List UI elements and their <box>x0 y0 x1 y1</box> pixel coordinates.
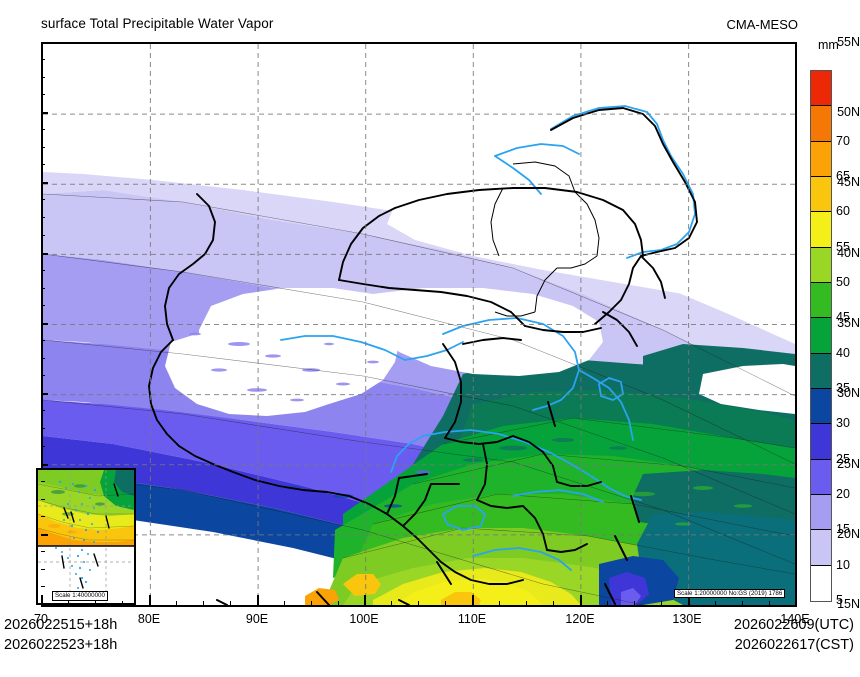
colorbar-band-25-30 <box>811 388 831 425</box>
colorbar-band-65-70 <box>811 106 831 142</box>
x-tick-110E: 110E <box>457 612 487 626</box>
x-tick-100E: 100E <box>349 612 379 626</box>
inset-scale-stamp: Scale 1:40000000 <box>52 590 108 601</box>
colorbar-label-15: 15 <box>836 522 850 537</box>
colorbar-band-60-65 <box>811 141 831 177</box>
valid-time-cst: 2026022617(CST) <box>734 637 854 653</box>
colorbar-label-30: 30 <box>836 416 850 431</box>
y-tick-45N: 45N <box>837 175 860 189</box>
colorbar-band-15-20 <box>811 459 831 495</box>
valid-time-utc: 2026022609(UTC) <box>733 617 854 633</box>
page-title: surface Total Precipitable Water Vapor <box>41 16 274 31</box>
inset-contour-map <box>38 470 134 603</box>
x-tick-90E: 90E <box>245 612 269 626</box>
colorbar-unit-label: mm <box>818 38 839 52</box>
y-tick-50N: 50N <box>837 105 860 119</box>
colorbar-label-10: 10 <box>836 557 850 572</box>
colorbar-label-70: 70 <box>836 133 850 148</box>
colorbar-label-25: 25 <box>836 451 850 466</box>
colorbar-label-35: 35 <box>836 381 850 395</box>
x-tick-80E: 80E <box>137 612 161 626</box>
colorbar-band-30-35 <box>811 353 831 389</box>
colorbar-band-20-25 <box>811 424 831 460</box>
y-tick-25N: 25N <box>837 457 860 471</box>
y-tick-40N: 40N <box>837 246 860 260</box>
colorbar-band-45-50 <box>811 247 831 283</box>
y-tick-30N: 30N <box>837 386 860 400</box>
y-tick-20N: 20N <box>837 527 860 541</box>
inset-map-south-china-sea[interactable]: Scale 1:40000000 <box>36 468 136 605</box>
x-tick-70: 70 <box>34 612 48 626</box>
init-time-line-2: 2026022523+18h <box>4 637 118 653</box>
x-tick-120E: 120E <box>565 612 595 626</box>
colorbar-label-55: 55 <box>836 239 850 254</box>
x-tick-130E: 130E <box>672 612 702 626</box>
colorbar-band-40-45 <box>811 282 831 319</box>
colorbar-band-5-10 <box>811 530 831 566</box>
colorbar-label-65: 65 <box>836 169 850 183</box>
model-label: CMA-MESO <box>726 17 799 32</box>
colorbar-label-20: 20 <box>836 487 850 501</box>
colorbar-band-35-40 <box>811 318 831 354</box>
colorbar-label-45: 45 <box>836 310 850 325</box>
colorbar-label-50: 50 <box>836 275 850 289</box>
colorbar-band-70-75 <box>811 71 831 107</box>
y-tick-55N: 55N <box>837 35 860 49</box>
y-tick-35N: 35N <box>837 316 860 330</box>
colorbar-band-55-60 <box>811 176 831 213</box>
colorbar-label-5: 5 <box>836 593 843 607</box>
map-scale-stamp: Scale 1:20000000 No:GS (2019) 1786 <box>674 589 786 598</box>
colorbar-label-60: 60 <box>836 204 850 219</box>
y-tick-15N: 15N <box>837 597 860 611</box>
weather-contour-map <box>43 44 795 605</box>
colorbar-band-0-5 <box>811 565 831 601</box>
colorbar[interactable] <box>810 70 832 602</box>
colorbar-band-10-15 <box>811 494 831 531</box>
init-time-line-1: 2026022515+18h <box>4 617 118 633</box>
map-plot-area[interactable] <box>41 42 797 607</box>
colorbar-band-50-55 <box>811 212 831 248</box>
x-tick-140E: 140E <box>780 612 810 626</box>
colorbar-label-40: 40 <box>836 345 850 360</box>
